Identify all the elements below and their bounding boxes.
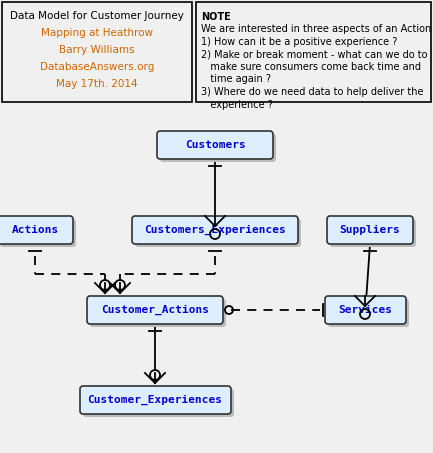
FancyBboxPatch shape — [90, 299, 226, 327]
Bar — [196, 2, 431, 102]
FancyBboxPatch shape — [160, 134, 276, 162]
FancyBboxPatch shape — [132, 216, 298, 244]
FancyBboxPatch shape — [0, 216, 73, 244]
FancyBboxPatch shape — [87, 296, 223, 324]
FancyBboxPatch shape — [327, 216, 413, 244]
FancyBboxPatch shape — [80, 386, 231, 414]
Text: Barry Williams: Barry Williams — [59, 45, 135, 55]
Text: Suppliers: Suppliers — [339, 225, 401, 235]
Text: 2) Make or break moment - what can we do to: 2) Make or break moment - what can we do… — [201, 49, 427, 59]
FancyBboxPatch shape — [328, 299, 409, 327]
FancyBboxPatch shape — [135, 219, 301, 247]
FancyBboxPatch shape — [83, 389, 234, 417]
Text: We are interested in three aspects of an Action :-: We are interested in three aspects of an… — [201, 24, 433, 34]
Bar — [2, 2, 192, 102]
Text: Data Model for Customer Journey: Data Model for Customer Journey — [10, 11, 184, 21]
Text: time again ?: time again ? — [201, 74, 271, 85]
Text: DatabaseAnswers.org: DatabaseAnswers.org — [40, 62, 154, 72]
Text: 1) How can it be a positive experience ?: 1) How can it be a positive experience ? — [201, 37, 397, 47]
Text: Customers_Experiences: Customers_Experiences — [144, 225, 286, 235]
Text: Customers: Customers — [184, 140, 246, 150]
Text: Customer_Actions: Customer_Actions — [101, 305, 209, 315]
Text: 3) Where do we need data to help deliver the: 3) Where do we need data to help deliver… — [201, 87, 423, 97]
Text: May 17th. 2014: May 17th. 2014 — [56, 79, 138, 89]
Text: NOTE: NOTE — [201, 12, 231, 22]
FancyBboxPatch shape — [0, 219, 76, 247]
Text: Services: Services — [338, 305, 392, 315]
Text: experience ?: experience ? — [201, 100, 273, 110]
FancyBboxPatch shape — [325, 296, 406, 324]
FancyBboxPatch shape — [330, 219, 416, 247]
Text: Actions: Actions — [11, 225, 58, 235]
FancyBboxPatch shape — [157, 131, 273, 159]
Text: Customer_Experiences: Customer_Experiences — [87, 395, 223, 405]
Text: Mapping at Heathrow: Mapping at Heathrow — [41, 28, 153, 38]
Text: make sure consumers come back time and: make sure consumers come back time and — [201, 62, 421, 72]
